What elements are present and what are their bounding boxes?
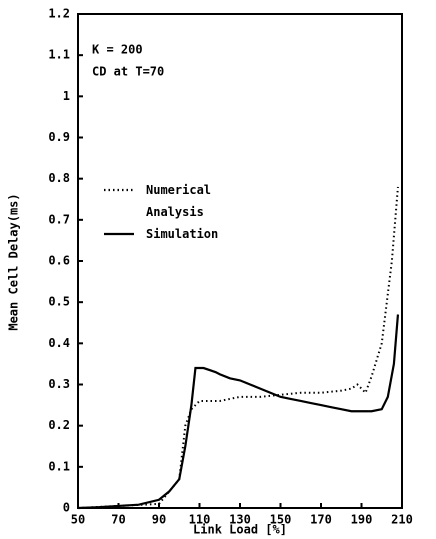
y-tick-label: 0.2 — [48, 418, 70, 432]
x-tick-label: 110 — [189, 513, 211, 527]
y-axis-label: Mean Cell Delay(ms) — [7, 193, 21, 330]
y-tick-label: 0.8 — [48, 171, 70, 185]
series-line — [77, 314, 400, 510]
plot-frame — [77, 13, 403, 509]
y-tick-label: 0.5 — [48, 295, 70, 309]
y-tick-label: 1 — [63, 89, 70, 103]
y-tick-label: 1.1 — [48, 48, 70, 62]
x-tick-label: 50 — [71, 513, 85, 527]
y-tick-label: 1.2 — [48, 7, 70, 21]
y-tick-label: 0.7 — [48, 212, 70, 226]
y-tick-label: 0.4 — [48, 336, 70, 350]
x-tick-label: 130 — [229, 513, 251, 527]
legend-label: Numerical Analysis — [146, 183, 212, 219]
x-tick-label: 150 — [270, 513, 292, 527]
annotation: CD at T=70 — [92, 65, 164, 79]
legend-label: Simulation — [146, 227, 219, 241]
x-tick-label: 210 — [391, 513, 413, 527]
y-tick-label: 0.9 — [48, 130, 70, 144]
annotation: K = 200 — [92, 43, 143, 57]
y-tick-label: 0 — [63, 501, 70, 515]
x-tick-label: 70 — [111, 513, 125, 527]
x-tick-label: 170 — [310, 513, 332, 527]
x-axis-label: Link Load [%] — [193, 523, 287, 537]
x-tick-label: 190 — [351, 513, 373, 527]
y-tick-label: 0.6 — [48, 254, 70, 268]
x-tick-label: 90 — [152, 513, 166, 527]
y-tick-label: 0.1 — [48, 459, 70, 473]
y-tick-label: 0.3 — [48, 377, 70, 391]
